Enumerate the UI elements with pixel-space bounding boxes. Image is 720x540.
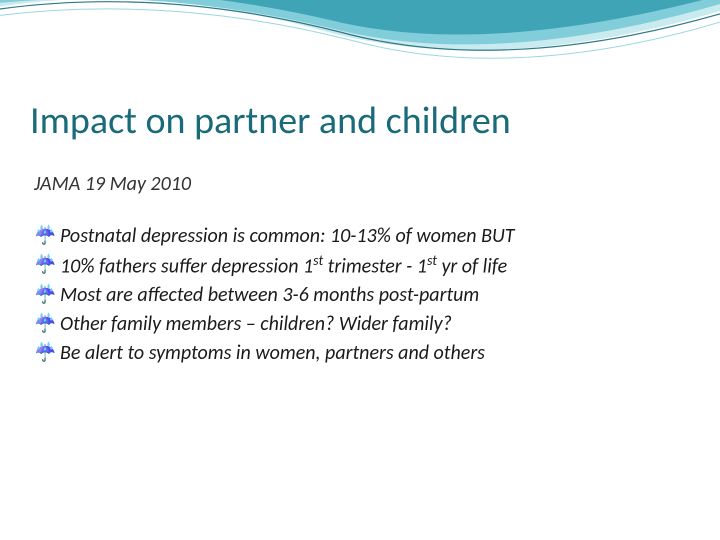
slide-subtitle: JAMA 19 May 2010 bbox=[34, 172, 690, 196]
bullet-item: Other family members – children? Wider f… bbox=[34, 310, 690, 339]
bullet-item: 10% fathers suffer depression 1st trimes… bbox=[34, 251, 690, 282]
slide-content: Impact on partner and children JAMA 19 M… bbox=[0, 0, 720, 540]
bullet-item: Be alert to symptoms in women, partners … bbox=[34, 339, 690, 368]
bullet-item: Most are affected between 3-6 months pos… bbox=[34, 281, 690, 310]
bullet-list: Postnatal depression is common: 10-13% o… bbox=[30, 222, 690, 369]
bullet-item: Postnatal depression is common: 10-13% o… bbox=[34, 222, 690, 251]
slide-title: Impact on partner and children bbox=[30, 100, 690, 144]
